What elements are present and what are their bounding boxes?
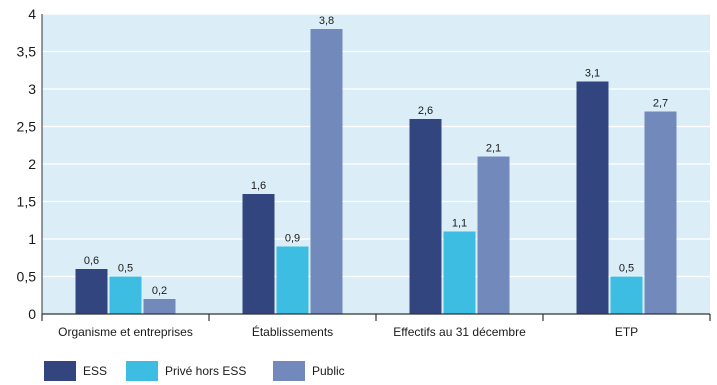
- y-axis: 0 0,5 1 1,5 2 2,5 3 3,5 4: [17, 6, 43, 322]
- y-tick-label: 1,5: [17, 194, 37, 210]
- bar: [276, 246, 309, 314]
- bar: [576, 81, 609, 314]
- data-label: 2,7: [653, 98, 668, 110]
- x-axis: Organisme et entreprises Établissements Ef…: [41, 313, 711, 339]
- bar: [644, 111, 677, 314]
- data-label: 1,6: [251, 180, 266, 192]
- data-label: 2,6: [418, 105, 433, 117]
- y-tick-label: 2,5: [17, 119, 37, 135]
- x-tick-label: Établissements: [252, 324, 333, 339]
- x-tick-label: Effectifs au 31 décembre: [393, 325, 526, 339]
- data-label: 0,5: [619, 263, 634, 275]
- y-tick-label: 3: [28, 81, 36, 97]
- y-tick-label: 1: [28, 231, 36, 247]
- legend-swatch: [126, 361, 158, 381]
- bar: [109, 276, 142, 314]
- bar: [409, 119, 442, 314]
- y-tick-label: 0,5: [17, 269, 37, 285]
- x-tick-label: Organisme et entreprises: [58, 325, 193, 339]
- legend-swatch: [273, 361, 305, 381]
- legend-label: Privé hors ESS: [165, 364, 246, 378]
- bar: [143, 299, 176, 314]
- data-label: 0,2: [152, 285, 167, 297]
- data-label: 0,5: [118, 263, 133, 275]
- data-label: 1,1: [452, 218, 467, 230]
- y-tick-label: 3,5: [17, 44, 37, 60]
- y-tick-label: 4: [28, 6, 36, 22]
- gridlines: [42, 13, 710, 278]
- y-tick-label: 0: [28, 306, 36, 322]
- legend: ESS Privé hors ESS Public: [44, 361, 345, 381]
- data-label: 3,1: [585, 68, 600, 80]
- legend-label: Public: [312, 364, 345, 378]
- legend-swatch: [44, 361, 76, 381]
- bar: [310, 29, 343, 314]
- data-label: 3,8: [319, 15, 334, 27]
- bar: [610, 276, 643, 314]
- bar: [75, 269, 108, 314]
- legend-label: ESS: [83, 364, 107, 378]
- bar: [443, 231, 476, 314]
- y-tick-label: 2: [28, 156, 36, 172]
- bar-series: 0,6 0,5 0,2 1,6 0,9 3,8 2,6 1,1 2,1 3,1 0,5 2,7: [75, 15, 677, 314]
- bar: [242, 194, 275, 314]
- bar: [477, 156, 510, 314]
- data-label: 2,1: [486, 143, 501, 155]
- data-label: 0,9: [285, 233, 300, 245]
- x-tick-label: ETP: [615, 325, 638, 339]
- data-label: 0,6: [84, 255, 99, 267]
